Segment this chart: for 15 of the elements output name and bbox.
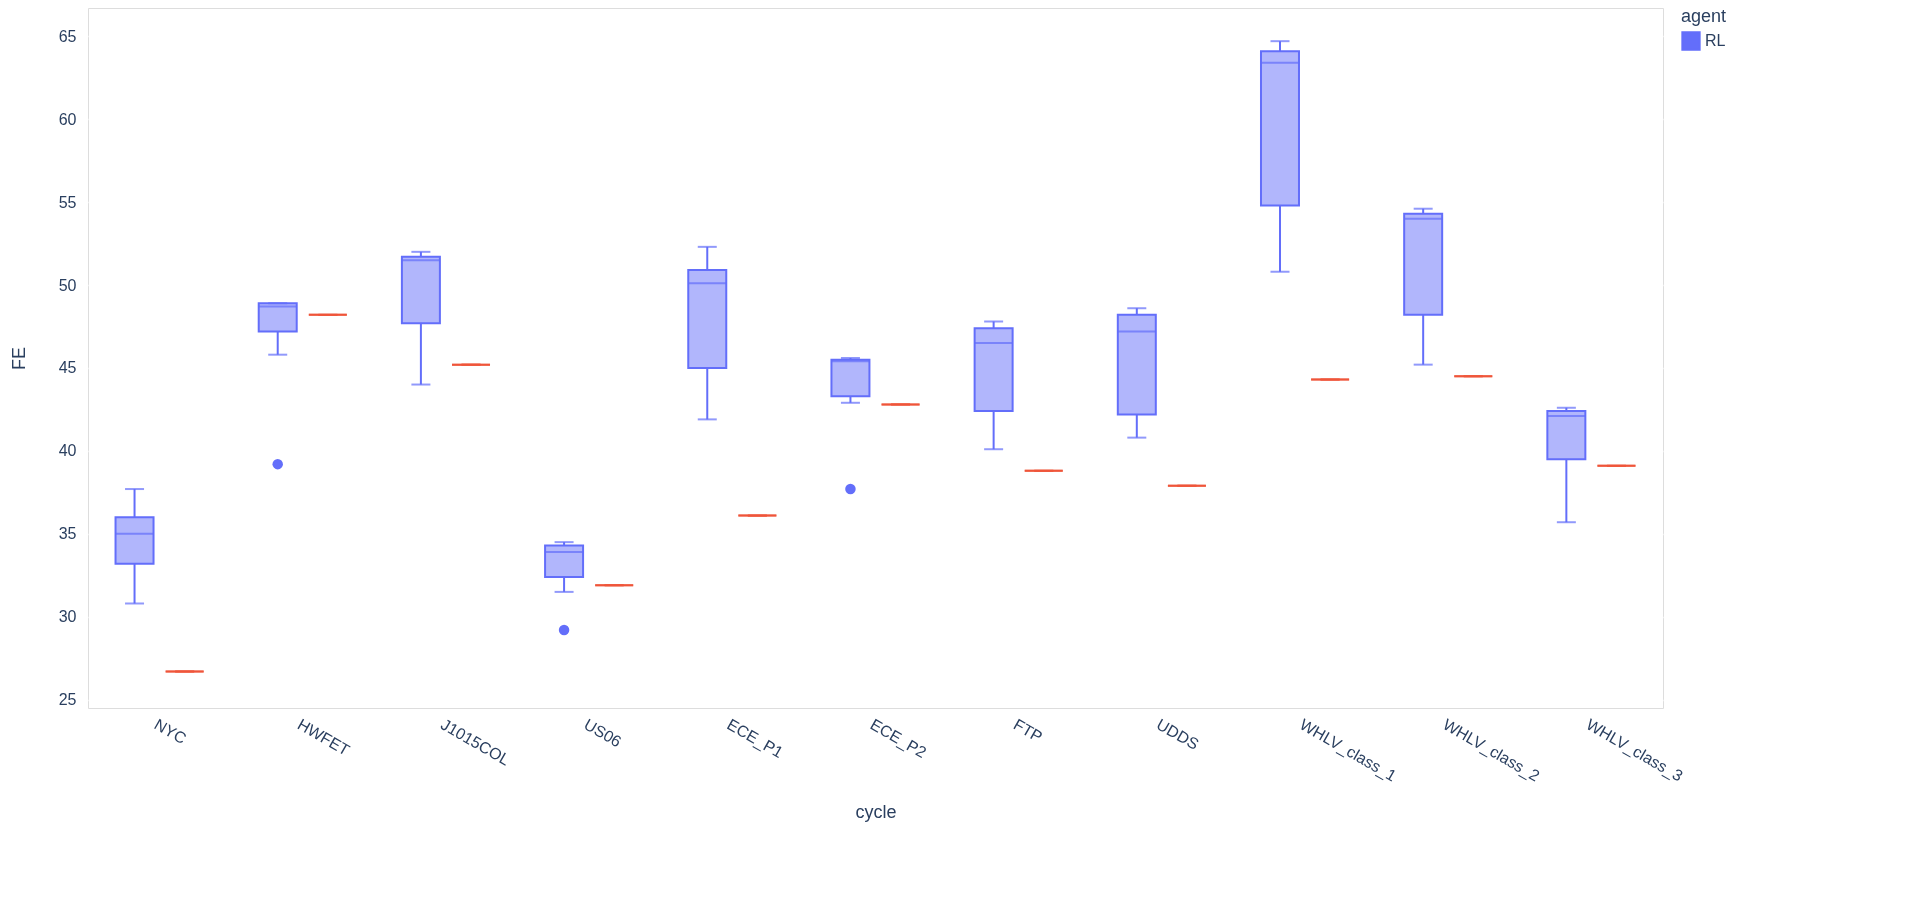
- y-tick-label: 50: [58, 276, 77, 294]
- x-tick-label: FTP: [1010, 715, 1046, 746]
- legend-label: RL: [1705, 32, 1726, 49]
- y-axis-title: FE: [8, 346, 29, 371]
- y-tick-label: 30: [58, 608, 77, 626]
- y-tick-label: 40: [58, 442, 77, 460]
- y-tick-label: 60: [58, 110, 77, 128]
- y-tick-label: 45: [58, 359, 77, 377]
- x-axis-title: cycle: [855, 802, 897, 823]
- legend-title: agent: [1681, 6, 1727, 26]
- y-tick-label: 65: [58, 27, 77, 45]
- x-tick-label: NYC: [151, 715, 190, 748]
- y-tick-label: 55: [58, 193, 77, 211]
- y-tick-label: 35: [58, 525, 77, 543]
- y-tick-label: 25: [58, 691, 77, 709]
